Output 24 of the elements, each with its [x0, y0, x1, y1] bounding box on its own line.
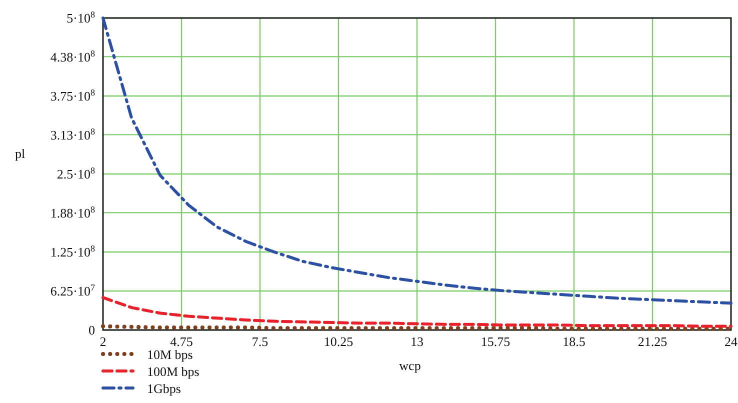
- x-tick-label: 15.75: [480, 334, 510, 349]
- x-tick-label: 2: [100, 334, 106, 349]
- x-tick-label: 10.25: [324, 334, 354, 349]
- x-tick-label: 7.5: [252, 334, 268, 349]
- y-tick-label: 0: [88, 322, 95, 338]
- y-axis-title: pl: [14, 146, 26, 161]
- x-axis-title: wcp: [399, 358, 421, 373]
- y-tick-label: 5·10$^{8}$: [66, 10, 96, 26]
- y-tick-label: 6.25·10$^{7}$: [50, 282, 96, 299]
- legend-label: 100M bps: [147, 364, 200, 379]
- y-tick-label: 1.88·10$^{8}$: [50, 204, 96, 220]
- y-tick-label: 3.13·10$^{8}$: [50, 126, 96, 142]
- y-tick-label: 3.75·10$^{8}$: [50, 88, 96, 104]
- x-tick-label: 24: [724, 334, 738, 349]
- legend-label: 1Gbps: [147, 381, 181, 396]
- x-tick-label: 21.25: [638, 334, 668, 349]
- x-tick-label: 18.5: [562, 334, 586, 349]
- x-tick-label: 13: [410, 334, 424, 349]
- y-tick-label: 4.38·10$^{8}$: [50, 48, 96, 64]
- line-series: [102, 296, 732, 328]
- x-tick-label: 4.75: [170, 334, 193, 349]
- y-tick-label: 2.5·10$^{8}$: [56, 166, 96, 182]
- legend-label: 10M bps: [147, 347, 193, 362]
- y-tick-label: 1.25·10$^{8}$: [50, 244, 96, 260]
